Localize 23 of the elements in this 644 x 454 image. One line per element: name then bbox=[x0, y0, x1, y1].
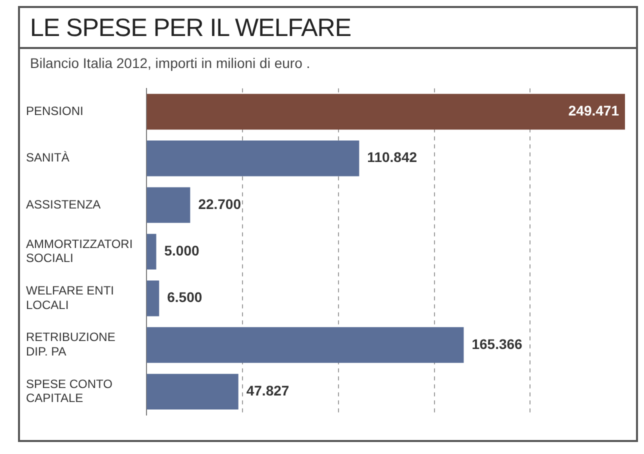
y-tick-label: PENSIONI bbox=[26, 104, 84, 118]
bar bbox=[146, 187, 190, 223]
bar bbox=[146, 234, 156, 270]
y-tick-label: ASSISTENZA bbox=[26, 197, 101, 212]
chart-subtitle: Bilancio Italia 2012, importi in milioni di euro . bbox=[29, 54, 312, 71]
y-tick-label: SPESE CONTO CAPITALE bbox=[26, 376, 112, 406]
data-label: 47.827 bbox=[246, 382, 290, 399]
bar bbox=[146, 374, 238, 410]
y-tick-label: AMMORTIZZATORI SOCIALI bbox=[26, 236, 133, 266]
chart-title: LE SPESE PER IL WELFARE bbox=[20, 8, 636, 49]
y-tick-label: RETRIBUZIONE DIP. PA bbox=[26, 330, 116, 359]
bar bbox=[146, 140, 360, 176]
data-label: 110.842 bbox=[367, 149, 418, 166]
y-tick-label: WELFARE ENTI LOCALI bbox=[26, 283, 114, 312]
data-label: 6.500 bbox=[167, 289, 202, 306]
bar bbox=[146, 94, 625, 130]
bar bbox=[146, 280, 160, 316]
data-label: 249.471 bbox=[568, 102, 620, 119]
data-label: 165.366 bbox=[472, 336, 523, 352]
bar bbox=[146, 327, 464, 363]
data-label: 5.000 bbox=[164, 242, 200, 259]
y-tick-label: SANITÀ bbox=[26, 150, 70, 165]
data-label: 22.700 bbox=[198, 196, 242, 212]
